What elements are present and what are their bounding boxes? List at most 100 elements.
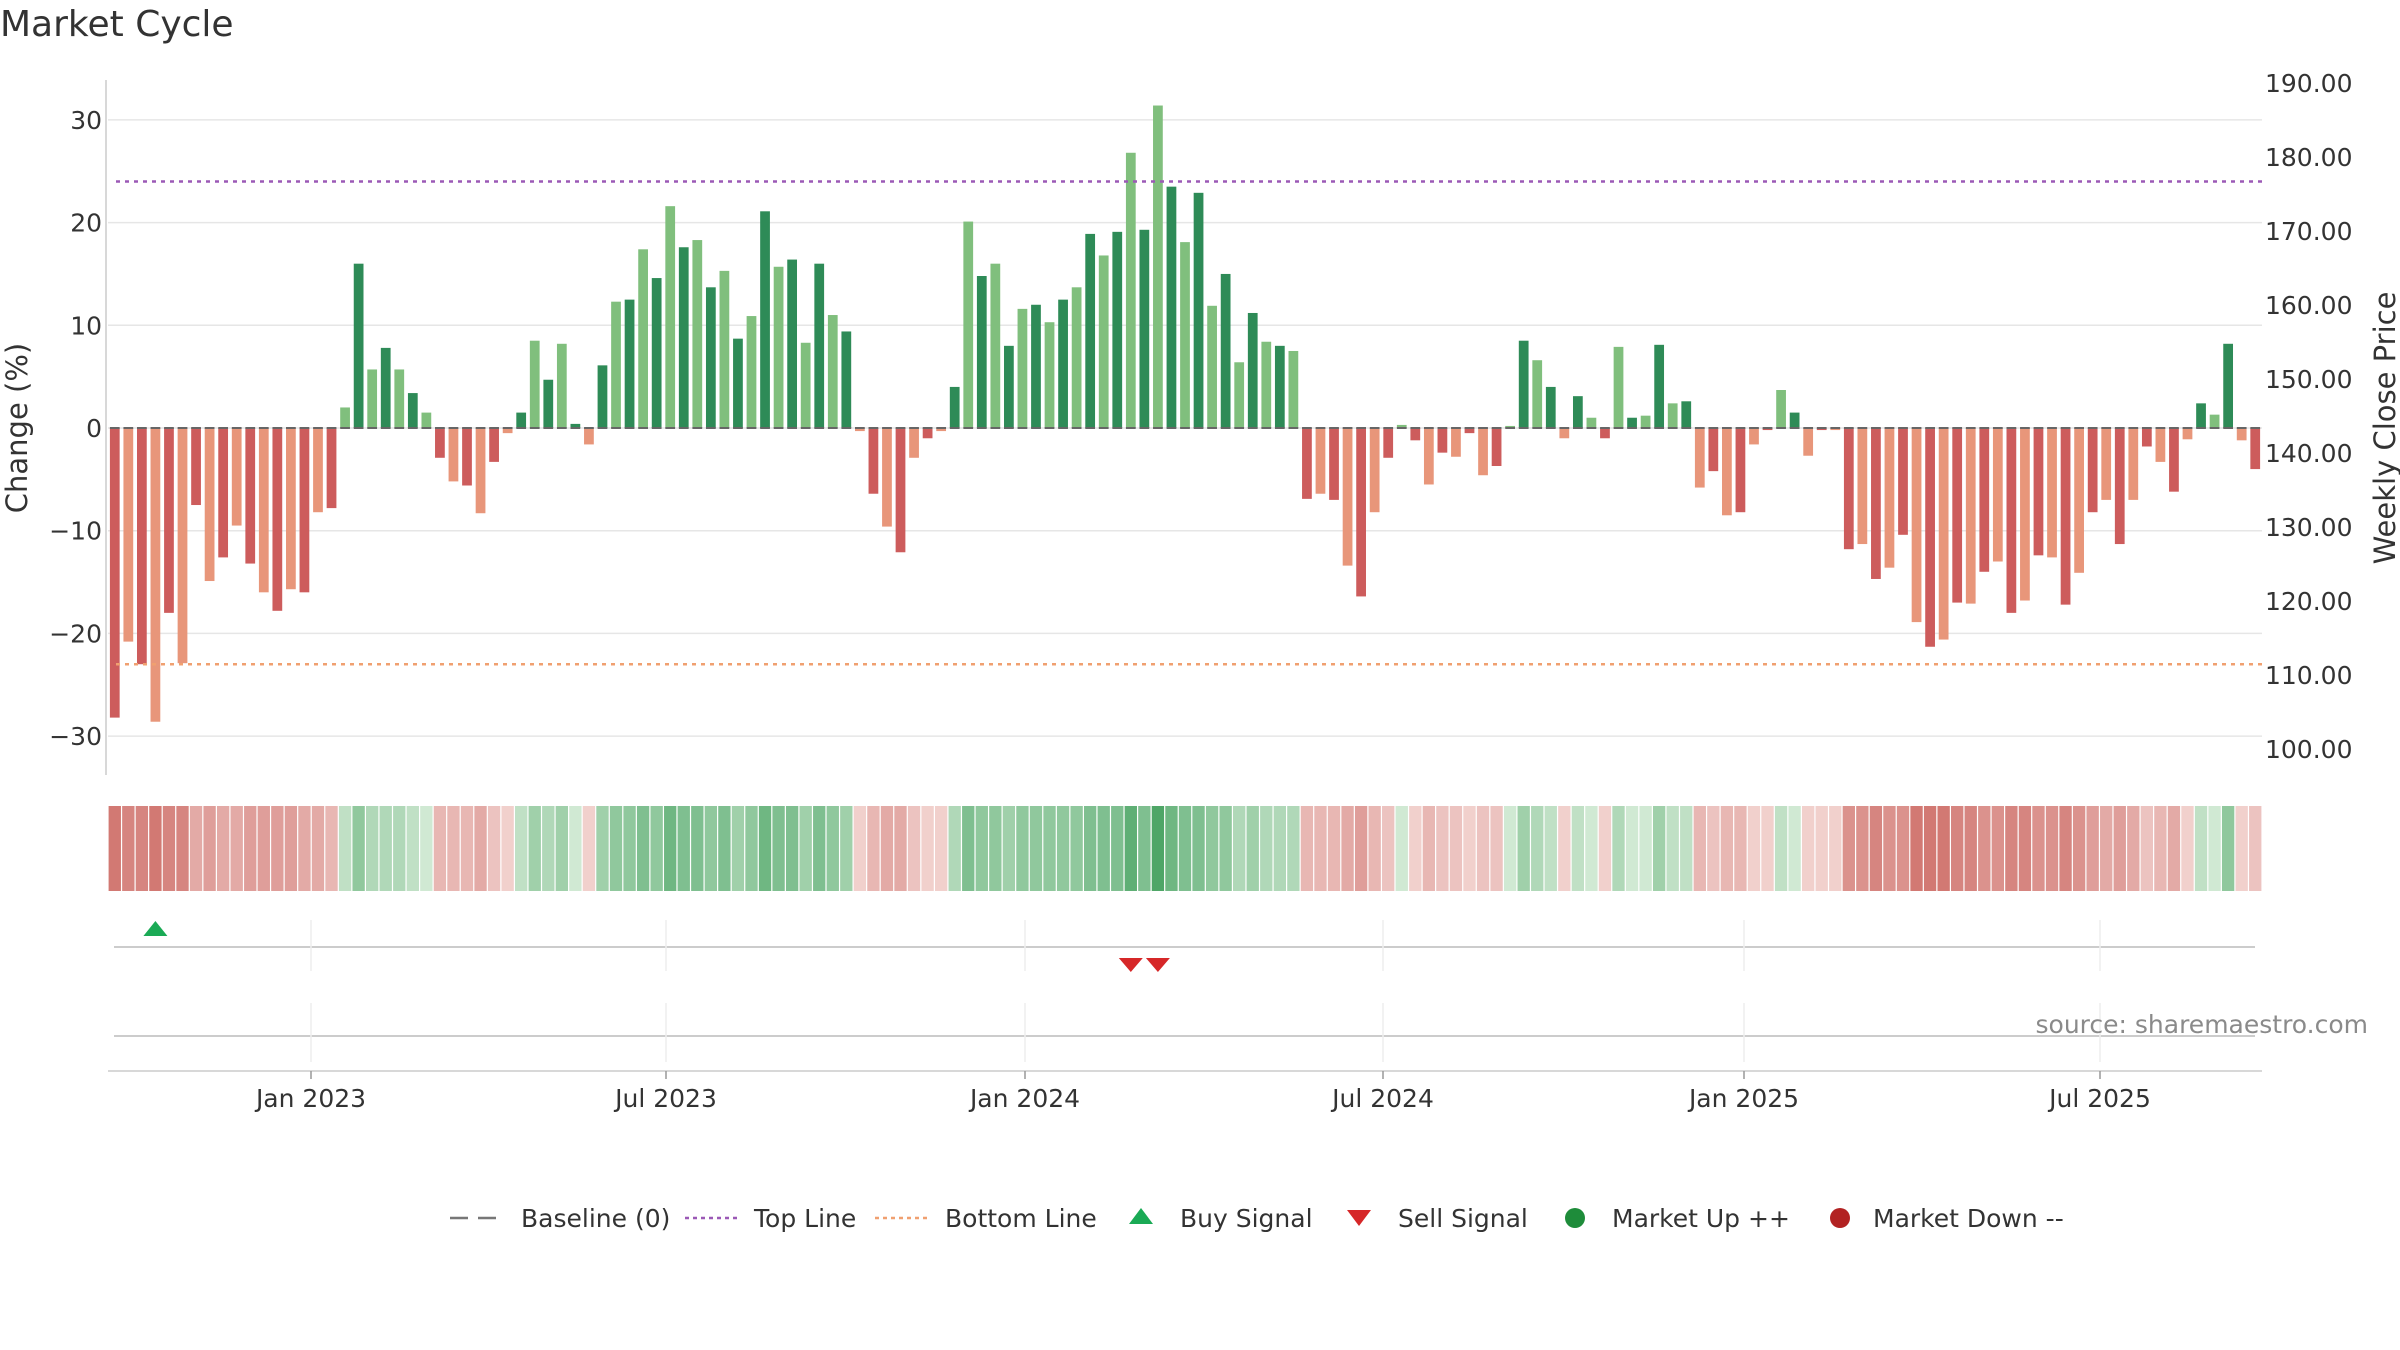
bar — [814, 263, 825, 428]
bar — [556, 343, 567, 428]
bar — [597, 365, 608, 428]
heat-cell — [108, 806, 121, 891]
bar — [1816, 428, 1827, 431]
y2-tick-label: 100.00 — [2265, 735, 2352, 764]
bar — [760, 211, 770, 428]
heat-cell — [1680, 806, 1693, 891]
heat-cell — [826, 806, 839, 891]
heat-cell — [1327, 806, 1341, 891]
bar — [665, 206, 676, 428]
heat-cell — [1585, 806, 1598, 891]
heat-cell — [1273, 806, 1287, 891]
bar — [963, 221, 974, 428]
bar — [1911, 428, 1922, 623]
heat-cell — [2032, 806, 2045, 891]
bar — [1586, 417, 1597, 428]
heat-cell — [447, 806, 460, 891]
x-tick-label: Jul 2025 — [2047, 1084, 2151, 1113]
heat-cell — [1165, 806, 1178, 891]
y2-tick-label: 130.00 — [2265, 513, 2352, 542]
heat-cell — [1300, 806, 1314, 891]
heat-cell — [596, 806, 609, 891]
bar — [841, 331, 852, 428]
bar — [435, 428, 445, 458]
bar — [827, 315, 838, 428]
heat-cell — [934, 806, 948, 891]
heat-cell — [162, 806, 176, 891]
bar — [895, 428, 906, 553]
heat-cell — [1382, 806, 1395, 891]
heat-cell — [2249, 806, 2262, 891]
bar — [109, 428, 120, 718]
heat-cell — [311, 806, 325, 891]
heat-cell — [704, 806, 718, 891]
heat-cell — [1138, 806, 1151, 891]
bar — [448, 428, 459, 482]
heat-cell — [230, 806, 243, 891]
heat-cell — [907, 806, 921, 891]
heat-cell — [1124, 806, 1137, 891]
heat-cell — [867, 806, 880, 891]
x-tick-label: Jan 2024 — [968, 1084, 1080, 1113]
heat-cell — [1774, 806, 1788, 891]
heat-cell — [1409, 806, 1422, 891]
heat-cell — [880, 806, 894, 891]
bar — [1437, 428, 1448, 453]
heat-cell — [1531, 806, 1544, 891]
y-tick-label: −30 — [49, 722, 102, 751]
heat-cell — [691, 806, 704, 891]
bar — [380, 347, 391, 428]
bar — [2101, 428, 2112, 500]
legend-label: Market Down -- — [1873, 1204, 2064, 1233]
heat-cell — [1856, 806, 1869, 891]
bar — [1722, 428, 1732, 516]
heat-cell — [1449, 806, 1463, 891]
bar — [1044, 322, 1055, 428]
bar — [272, 428, 283, 611]
bar — [1749, 428, 1759, 445]
bar — [2033, 428, 2044, 556]
heat-cell — [758, 806, 772, 891]
heat-cell — [636, 806, 650, 891]
y2-tick-label: 160.00 — [2265, 291, 2352, 320]
legend-label: Buy Signal — [1180, 1204, 1313, 1233]
y-tick-label: 0 — [86, 414, 102, 443]
bar — [353, 263, 364, 428]
y2-tick-label: 110.00 — [2265, 661, 2352, 690]
bar — [2020, 428, 2030, 601]
heat-cell — [271, 806, 284, 891]
heat-cell — [1910, 806, 1923, 891]
heat-cell — [1354, 806, 1368, 891]
bar — [1302, 428, 1312, 499]
bar — [787, 259, 798, 428]
bar — [1410, 428, 1421, 441]
heat-cell — [555, 806, 569, 891]
legend-item: Bottom Line — [875, 1204, 1097, 1233]
legend-item: Buy Signal — [1129, 1204, 1313, 1233]
heat-cell — [1815, 806, 1828, 891]
chart-title: Market Cycle — [0, 4, 234, 45]
bar — [1369, 428, 1380, 513]
sell-signal-marker — [1145, 958, 1170, 972]
heat-cell — [1097, 806, 1110, 891]
heat-cell — [420, 806, 433, 891]
heat-cell — [2113, 806, 2126, 891]
heat-cell — [772, 806, 785, 891]
heat-cell — [244, 806, 257, 891]
heat-cell — [1490, 806, 1503, 891]
heat-cell — [542, 806, 555, 891]
heat-cell — [1544, 806, 1557, 891]
y2-tick-label: 180.00 — [2265, 143, 2352, 172]
bar — [313, 428, 323, 513]
bar — [2250, 428, 2261, 470]
heat-cell — [948, 806, 961, 891]
bar — [1843, 428, 1854, 550]
bar — [164, 428, 174, 613]
heat-cell — [1666, 806, 1679, 891]
heat-cell — [1801, 806, 1815, 891]
heat-cell — [1951, 806, 1964, 891]
bar — [773, 266, 784, 428]
bar — [2155, 428, 2166, 462]
legend-item: Sell Signal — [1347, 1204, 1528, 1233]
